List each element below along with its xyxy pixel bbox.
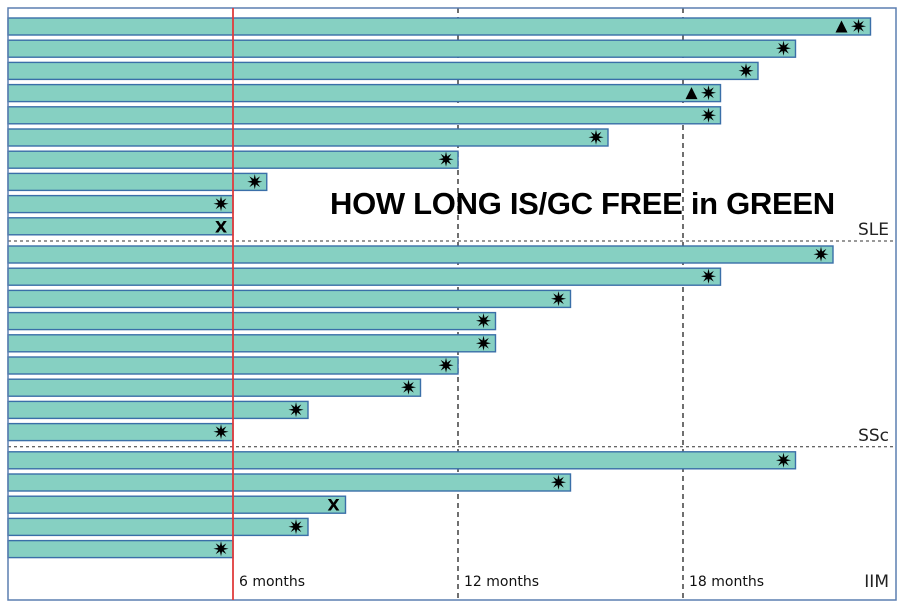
star-marker: ✷ (550, 287, 567, 311)
bar-sle-2 (7, 39, 797, 58)
star-marker: ✷ (213, 537, 230, 561)
bar-ssc-4 (7, 311, 497, 331)
star-marker: ✷ (700, 81, 717, 105)
bar-sle-8 (7, 172, 268, 192)
star-marker: ✷ (400, 376, 417, 400)
star-marker: ✷ (738, 59, 755, 83)
gridlines (8, 8, 896, 600)
star-marker: ✷ (288, 515, 305, 539)
bar-ssc-9 (7, 422, 234, 442)
bar-iim-1 (7, 451, 797, 470)
bar-iim-5 (7, 539, 234, 559)
x-tick-label: 12 months (464, 574, 539, 590)
star-marker: ✷ (213, 420, 230, 444)
bar-sle-6 (7, 128, 609, 147)
x-tick-label: 6 months (239, 574, 306, 590)
x-marker: X (327, 496, 340, 515)
triangle-marker (685, 87, 698, 100)
bar-ssc-2 (7, 267, 722, 286)
bar-sle-3 (7, 61, 759, 81)
plot-frame (7, 7, 897, 601)
star-marker: ✷ (813, 243, 830, 267)
bar-sle-5 (7, 106, 722, 125)
bar-ssc-5 (7, 334, 497, 353)
star-marker: ✷ (550, 471, 567, 495)
star-marker: ✷ (438, 148, 455, 172)
star-marker: ✷ (700, 103, 717, 127)
bar-iim-4 (7, 517, 309, 537)
bar-ssc-8 (7, 400, 309, 420)
bar-sle-10 (7, 217, 234, 236)
bar-ssc-7 (7, 378, 422, 397)
bar-sle-9 (7, 194, 234, 214)
bar-iim-3 (7, 495, 347, 514)
x-marker: X (215, 217, 228, 236)
group-label-sle: SLE (857, 220, 889, 240)
markers: ✷✷✷✷✷✷✷✷✷X✷✷✷✷✷✷✷✷✷✷✷X✷✷ (213, 15, 867, 562)
group-label-iim: IIM (864, 572, 889, 592)
star-marker: ✷ (775, 448, 792, 472)
chart-title: HOW LONG IS/GC FREE in GREEN (330, 186, 835, 221)
group-label-ssc: SSc (858, 425, 889, 446)
bars (7, 17, 872, 559)
star-marker: ✷ (438, 354, 455, 378)
bar-iim-2 (7, 473, 572, 492)
bar-sle-1 (7, 17, 872, 36)
star-marker: ✷ (475, 309, 492, 333)
star-marker: ✷ (213, 192, 230, 216)
star-marker: ✷ (588, 126, 605, 150)
star-marker: ✷ (775, 37, 792, 61)
bar-ssc-3 (7, 289, 572, 309)
star-marker: ✷ (850, 15, 867, 39)
star-marker: ✷ (700, 265, 717, 289)
frame (7, 7, 897, 601)
bar-sle-4 (7, 83, 722, 103)
star-marker: ✷ (288, 398, 305, 422)
bar-ssc-1 (7, 245, 834, 264)
triangle-marker (835, 20, 848, 33)
star-marker: ✷ (246, 170, 263, 194)
star-marker: ✷ (475, 331, 492, 355)
x-tick-label: 18 months (689, 574, 764, 590)
